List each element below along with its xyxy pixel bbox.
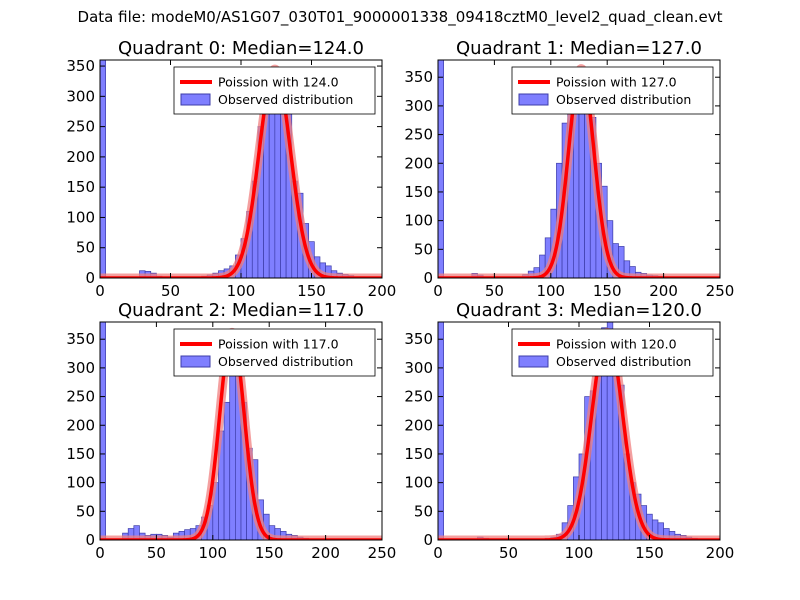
y-tick-label: 150 (404, 183, 433, 201)
y-tick-label: 0 (85, 269, 95, 287)
y-tick-label: 100 (66, 208, 95, 226)
x-tick-label: 0 (95, 282, 105, 300)
subplot-title: Quadrant 2: Median=117.0 (118, 300, 364, 321)
y-tick-label: 250 (66, 388, 95, 406)
x-tick-label: 150 (593, 282, 622, 300)
legend-bar-swatch (518, 93, 549, 106)
legend: Poission with 127.0 Observed distribution (511, 66, 714, 115)
x-tick-label: 150 (297, 282, 326, 300)
x-tick-label: 0 (433, 544, 443, 562)
x-tick-label: 250 (368, 544, 397, 562)
y-tick-label: 0 (423, 269, 433, 287)
legend: Poission with 117.0 Observed distribution (173, 328, 376, 377)
x-tick-label: 100 (536, 282, 565, 300)
y-tick-label: 300 (404, 97, 433, 115)
legend-label-poisson: Poission with 127.0 (556, 75, 677, 90)
y-tick-label: 100 (404, 212, 433, 230)
subplot-quadrant-2: 0 50 100 150 200 250 0 50 100 150 200 250 300 350 Quad… (66, 300, 396, 562)
histogram-bar (100, 322, 106, 540)
x-tick-label: 0 (433, 282, 443, 300)
y-tick-label: 200 (404, 416, 433, 434)
figure-title: Data file: modeM0/AS1G07_030T01_90000013… (77, 8, 723, 26)
legend-box (173, 66, 376, 115)
x-tick-label: 50 (499, 544, 518, 562)
x-tick-label: 100 (565, 544, 594, 562)
legend-bar-swatch (180, 93, 211, 106)
histogram-bar (438, 322, 444, 540)
legend-box (173, 328, 376, 377)
histogram-bar (438, 60, 444, 278)
y-tick-label: 250 (66, 118, 95, 136)
y-tick-label: 200 (66, 148, 95, 166)
y-tick-label: 200 (404, 154, 433, 172)
y-tick-label: 350 (66, 330, 95, 348)
y-tick-label: 100 (66, 474, 95, 492)
legend-label-poisson: Poission with 124.0 (218, 75, 339, 90)
legend: Poission with 120.0 Observed distribution (511, 328, 714, 377)
legend-label-observed: Observed distribution (218, 354, 353, 369)
subplot-title: Quadrant 0: Median=124.0 (118, 38, 364, 59)
legend-label-poisson: Poission with 120.0 (556, 337, 677, 352)
subplot-quadrant-1: 0 50 100 150 200 250 0 50 100 150 200 250 300 350 Quad… (404, 38, 734, 300)
legend-bar-swatch (518, 355, 549, 368)
y-tick-label: 0 (85, 531, 95, 549)
legend-box (511, 328, 714, 377)
y-tick-label: 250 (404, 126, 433, 144)
y-tick-label: 150 (66, 445, 95, 463)
legend-box (511, 66, 714, 115)
x-tick-label: 200 (368, 282, 397, 300)
subplot-title: Quadrant 3: Median=120.0 (456, 300, 702, 321)
y-tick-label: 0 (423, 531, 433, 549)
subplot-quadrant-3: 0 50 100 150 200 0 50 100 150 200 250 300 350 Quadran… (404, 300, 734, 562)
legend-label-poisson: Poission with 117.0 (218, 337, 339, 352)
poisson-curve (100, 330, 382, 540)
legend: Poission with 124.0 Observed distribution (173, 66, 376, 115)
x-tick-label: 0 (95, 544, 105, 562)
x-tick-label: 50 (161, 282, 180, 300)
histogram-bar (223, 401, 231, 540)
x-tick-label: 250 (706, 282, 735, 300)
y-tick-label: 50 (414, 502, 433, 520)
x-tick-label: 100 (198, 544, 227, 562)
y-tick-label: 300 (66, 87, 95, 105)
y-tick-label: 350 (404, 68, 433, 86)
x-tick-label: 200 (649, 282, 678, 300)
y-tick-label: 350 (404, 330, 433, 348)
legend-label-observed: Observed distribution (556, 92, 691, 107)
x-tick-label: 50 (485, 282, 504, 300)
legend-label-observed: Observed distribution (556, 354, 691, 369)
x-tick-label: 200 (706, 544, 735, 562)
x-tick-label: 200 (311, 544, 340, 562)
x-tick-label: 50 (147, 544, 166, 562)
x-tick-label: 150 (635, 544, 664, 562)
y-tick-label: 50 (76, 239, 95, 257)
subplot-title: Quadrant 1: Median=127.0 (456, 38, 702, 59)
legend-label-observed: Observed distribution (218, 92, 353, 107)
y-tick-label: 150 (404, 445, 433, 463)
y-tick-label: 350 (66, 57, 95, 75)
histogram-bar (229, 356, 236, 540)
axes-frame (437, 59, 721, 279)
y-tick-label: 50 (414, 240, 433, 258)
x-tick-label: 150 (255, 544, 284, 562)
y-tick-label: 50 (76, 502, 95, 520)
y-tick-label: 150 (66, 178, 95, 196)
legend-bar-swatch (180, 355, 211, 368)
y-tick-label: 100 (404, 474, 433, 492)
y-tick-label: 300 (404, 359, 433, 377)
subplot-quadrant-0: 0 50 100 150 200 0 50 100 150 200 250 300 350 Quadran… (66, 38, 396, 300)
y-tick-label: 300 (66, 359, 95, 377)
y-tick-label: 200 (66, 416, 95, 434)
x-tick-label: 100 (227, 282, 256, 300)
axes-frame (99, 321, 383, 541)
plot-area (100, 322, 382, 540)
histogram-bar (100, 60, 106, 278)
y-tick-label: 250 (404, 388, 433, 406)
